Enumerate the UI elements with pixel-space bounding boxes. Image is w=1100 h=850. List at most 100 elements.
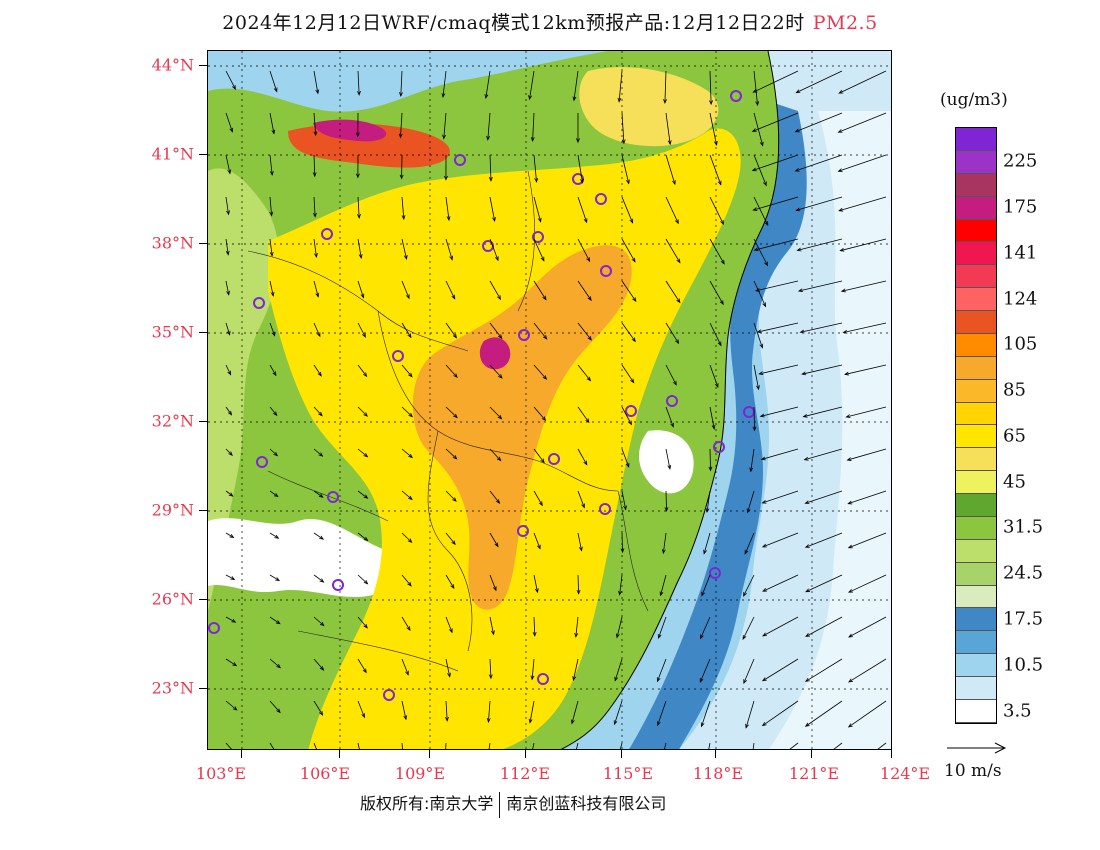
wind-vector (489, 238, 499, 261)
wind-vector-head (363, 412, 368, 417)
lon-label: 121°E (788, 764, 840, 783)
wind-vector (573, 70, 579, 101)
legend-swatch (956, 425, 996, 449)
wind-vector (489, 322, 503, 339)
wind-vector-head (804, 677, 810, 682)
wind-vector (533, 154, 537, 182)
lon-label: 124°E (879, 764, 931, 783)
wind-vector-head (273, 411, 278, 417)
wind-vector (269, 574, 280, 581)
wind-vector (485, 70, 491, 99)
wind-vector (529, 70, 535, 100)
wind-vector (662, 532, 667, 554)
wind-vector-head (226, 330, 231, 336)
wind-vector (445, 742, 447, 749)
lat-tick (199, 510, 207, 511)
wind-vector-head (745, 723, 749, 729)
wind-vector (577, 574, 580, 594)
wind-vector-head (540, 458, 545, 464)
wind-vector-head (795, 89, 801, 94)
wind-vector (401, 532, 412, 543)
wind-vector-head (572, 676, 577, 682)
wind-vector-head (363, 623, 368, 629)
wind-vector-head (837, 168, 843, 172)
legend-swatch (956, 356, 996, 380)
wind-vector (753, 196, 769, 226)
wind-vector-head (312, 212, 317, 218)
wind-vector (442, 70, 447, 98)
wind-vector-head (838, 89, 844, 94)
wind-vector (489, 406, 502, 420)
coastline (560, 51, 780, 749)
wind-vector (401, 406, 413, 418)
legend-swatch (956, 242, 996, 266)
wind-vector-head (318, 493, 324, 498)
wind-vector-head (401, 215, 406, 221)
wind-vector-head (319, 535, 325, 540)
wind-vector (619, 742, 623, 749)
wind-vector (401, 238, 407, 260)
wind-vector-head (802, 413, 808, 418)
wind-vector (621, 112, 625, 144)
wind-vector-head (534, 177, 539, 183)
wind-vector (269, 112, 275, 134)
lon-tick (429, 750, 430, 758)
wind-vector (445, 406, 458, 418)
wind-vector (313, 364, 322, 377)
wind-vector (657, 658, 667, 682)
wind-vector (401, 322, 412, 338)
legend-label: 45 (1003, 471, 1026, 493)
wind-vector-head (405, 294, 410, 300)
city-marker (321, 228, 333, 240)
wind-vector (621, 280, 637, 302)
wind-vector (489, 490, 500, 504)
wind-vector (531, 658, 535, 680)
wind-vector-head (528, 718, 533, 724)
wind-vector-field (225, 70, 887, 749)
wind-vector (753, 406, 755, 431)
wind-vector (839, 70, 887, 94)
wind-vector-head (576, 138, 580, 144)
wind-vector-head (490, 630, 495, 636)
wind-vector-head (756, 329, 762, 334)
map-canvas (208, 51, 891, 749)
wind-vector-head (701, 591, 705, 597)
legend-swatch (956, 677, 996, 700)
wind-vector-head (796, 247, 802, 252)
wind-vector-head (630, 378, 635, 384)
legend-swatch (956, 219, 996, 243)
wind-vector-head (274, 534, 280, 539)
wind-vector (753, 70, 758, 106)
wind-vector-head (497, 295, 501, 301)
wind-vector (709, 112, 717, 146)
wind-vector-head (656, 677, 661, 683)
legend-swatch (956, 128, 996, 151)
wind-vector-head (363, 494, 369, 499)
wind-vector (225, 196, 229, 215)
wind-vector-head (269, 170, 274, 176)
wind-vector-head (488, 674, 493, 680)
wind-vector-head (447, 672, 451, 678)
wind-vector-head (229, 127, 234, 133)
wind-vector (621, 238, 636, 262)
wind-vector (529, 700, 535, 723)
wind-vector-head (720, 259, 725, 265)
wind-vector-head (803, 456, 809, 461)
wind-vector (269, 154, 273, 175)
wind-vector (665, 406, 674, 427)
wind-vector-head (675, 339, 680, 345)
wind-vector (445, 280, 456, 299)
wind-vector (621, 154, 630, 184)
wind-vector (445, 322, 457, 339)
wind-vector (848, 574, 887, 593)
wind-vector (313, 574, 324, 583)
wind-vector-head (319, 621, 325, 627)
wind-vector-head (804, 500, 810, 505)
legend-swatch (956, 265, 996, 289)
legend-swatch (956, 448, 996, 472)
wind-vector-head (657, 633, 662, 639)
legend-swatch (956, 516, 996, 540)
wind-vector (577, 280, 592, 301)
wind-vector (621, 532, 623, 553)
wind-vector (357, 490, 368, 499)
